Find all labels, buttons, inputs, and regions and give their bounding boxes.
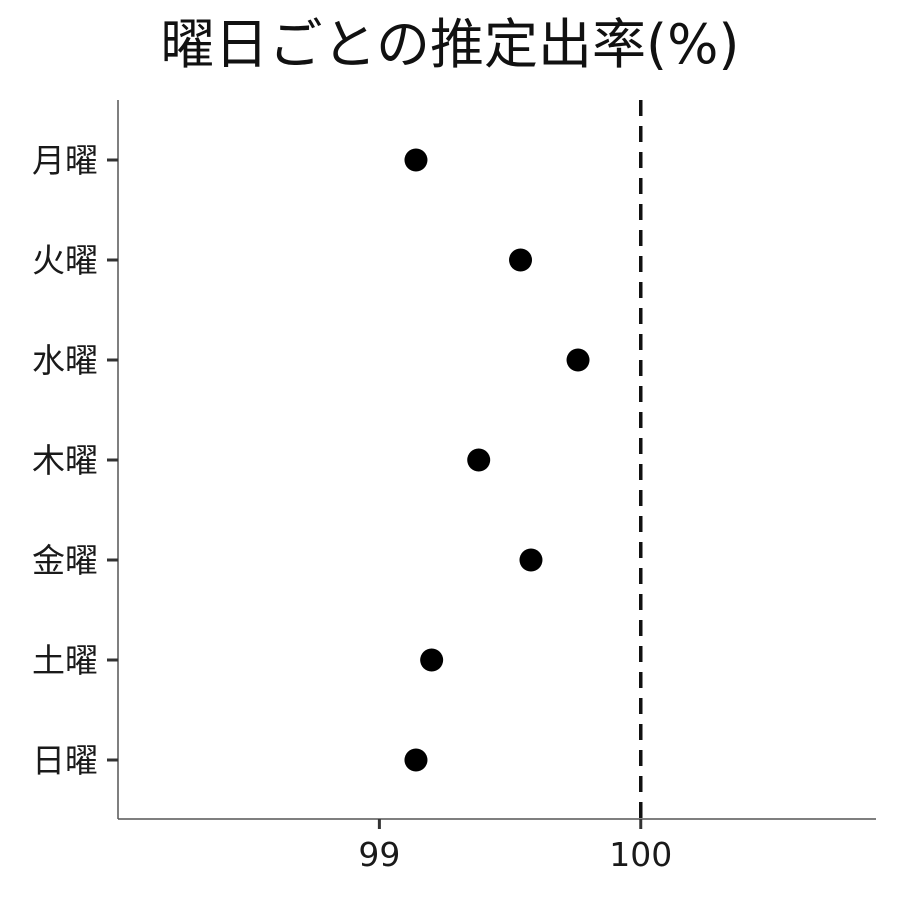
data-point — [420, 648, 444, 672]
y-tick-label: 土曜 — [32, 641, 98, 680]
data-points — [404, 148, 590, 772]
data-point — [404, 148, 428, 172]
data-point — [509, 248, 533, 272]
data-point — [467, 448, 491, 472]
x-axis-ticks: 99 100 — [358, 819, 672, 874]
x-tick-label: 99 — [358, 835, 400, 874]
y-tick-label: 金曜 — [32, 541, 98, 580]
data-point — [519, 548, 543, 572]
data-point — [566, 348, 590, 372]
x-tick-label: 100 — [609, 835, 672, 874]
y-tick-label: 火曜 — [32, 241, 98, 280]
axes — [117, 100, 876, 820]
chart-title: 曜日ごとの推定出率(%) — [160, 13, 740, 76]
y-tick-label: 月曜 — [32, 141, 98, 180]
y-tick-label: 日曜 — [32, 741, 98, 780]
data-point — [404, 748, 428, 772]
y-tick-label: 木曜 — [32, 441, 98, 480]
y-tick-label: 水曜 — [32, 341, 98, 380]
